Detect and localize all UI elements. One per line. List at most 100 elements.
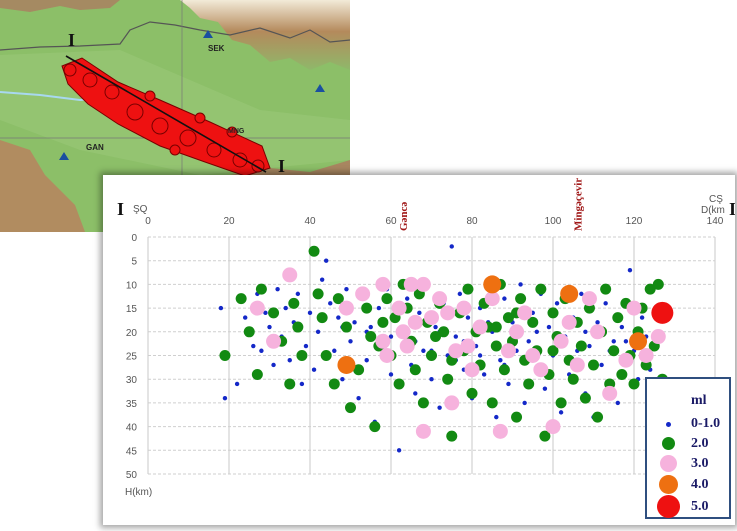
legend-item-2: 2.0 <box>647 434 733 454</box>
scatter-point <box>393 378 405 390</box>
scatter-point <box>575 340 587 352</box>
scatter-point <box>484 291 500 307</box>
scatter-point <box>364 358 369 363</box>
scatter-point <box>638 348 654 363</box>
scatter-point <box>446 430 458 442</box>
scatter-point <box>509 324 525 340</box>
scatter-point <box>379 348 395 363</box>
x-tick-label: 100 <box>545 216 562 227</box>
scatter-point <box>628 378 640 390</box>
scatter-point <box>432 291 448 307</box>
scatter-point <box>381 293 393 305</box>
legend-label: 3.0 <box>691 456 709 471</box>
scatter-point <box>369 421 381 433</box>
scatter-point <box>319 277 325 282</box>
legend-marker <box>662 437 675 450</box>
city-annotation: Mingəçevir <box>572 178 584 231</box>
epicenter-map: I I SEK GAN MNG <box>0 0 351 232</box>
y-tick-label: 50 <box>126 470 138 481</box>
scatter-point <box>456 300 472 316</box>
scatter-point <box>481 372 487 377</box>
scatter-point <box>579 392 591 404</box>
scatter-point <box>569 357 585 373</box>
scatter-point <box>629 332 648 351</box>
scatter-point <box>375 333 391 349</box>
epicenter-cluster <box>61 57 271 177</box>
scatter-point <box>377 316 389 328</box>
scatter-point <box>599 362 604 368</box>
y-tick-label: 40 <box>126 423 138 434</box>
scatter-point <box>449 244 454 249</box>
scatter-point <box>466 387 478 399</box>
scatter-point <box>340 321 352 333</box>
scatter-point <box>500 343 516 359</box>
scatter-point <box>409 364 421 376</box>
scatter-point <box>462 283 474 295</box>
scatter-point <box>312 288 324 300</box>
scatter-point <box>388 372 394 377</box>
scatter-point <box>644 283 656 295</box>
scatter-point <box>403 276 419 292</box>
scatter-point <box>355 286 371 302</box>
city-label-sek: SEK <box>208 44 225 53</box>
x-tick-label: 40 <box>304 216 316 227</box>
scatter-point <box>553 333 569 349</box>
border-line <box>0 21 351 51</box>
city-annotation: Gəncə <box>398 202 410 231</box>
scatter-point <box>283 305 288 311</box>
city-label-gan: GAN <box>86 143 104 152</box>
scatter-point <box>567 373 579 385</box>
scatter-point <box>579 291 584 297</box>
scatter-point <box>340 377 345 382</box>
scatter-point <box>600 283 612 295</box>
chart-legend: ml 0-1.0 2.0 3.0 4.0 5.0 <box>645 377 731 519</box>
scatter-point <box>324 258 329 263</box>
north-west-hills <box>0 0 120 12</box>
scatter-point <box>375 276 391 292</box>
scatter-point <box>268 307 280 319</box>
scatter-point <box>405 296 410 301</box>
scatter-point <box>316 312 328 324</box>
scatter-point <box>365 331 377 343</box>
south-west-mountains <box>0 140 85 232</box>
scatter-point <box>442 373 454 385</box>
y-tick-label: 30 <box>126 375 138 386</box>
scatter-point <box>612 312 624 324</box>
scatter-point <box>249 300 265 316</box>
scatter-point <box>483 275 502 294</box>
scatter-point <box>558 410 564 415</box>
station-triangle-icon <box>59 152 69 160</box>
scatter-point <box>356 395 361 401</box>
scatter-point <box>332 348 337 353</box>
scatter-point <box>222 395 228 401</box>
scatter-point <box>545 419 561 435</box>
scatter-point <box>492 423 508 439</box>
direction-left-label: ŞQ <box>133 204 148 215</box>
scatter-point <box>376 305 382 311</box>
y-tick-label: 10 <box>126 280 138 291</box>
depth-section-panel: 0 20 40 60 80 100 120 140 0 5 10 15 20 25 30 35 40 45 50 I… <box>103 175 735 525</box>
scatter-point <box>527 316 539 328</box>
scatter-point <box>555 397 567 409</box>
scatter-point <box>282 267 298 283</box>
profile-line <box>65 55 267 173</box>
legend-marker <box>666 422 671 427</box>
scatter-point <box>515 293 527 305</box>
x-tick-label: 0 <box>145 216 151 227</box>
scatter-point <box>518 282 523 287</box>
scatter-point <box>547 307 559 319</box>
scatter-point <box>361 302 373 314</box>
scatter-point <box>587 343 592 349</box>
scatter-point <box>457 291 463 297</box>
y-tick-label: 35 <box>126 399 138 410</box>
profile-end-label: I <box>278 156 285 176</box>
scatter-point <box>615 400 620 406</box>
scatter-point <box>619 324 625 330</box>
scatter-point <box>345 402 356 414</box>
scatter-point <box>583 329 588 334</box>
y-axis-label: H(km) <box>125 487 152 498</box>
scatter-point <box>295 291 301 297</box>
scatter-point <box>303 343 309 349</box>
scatter-point <box>352 320 357 325</box>
scatter-point <box>477 353 483 358</box>
